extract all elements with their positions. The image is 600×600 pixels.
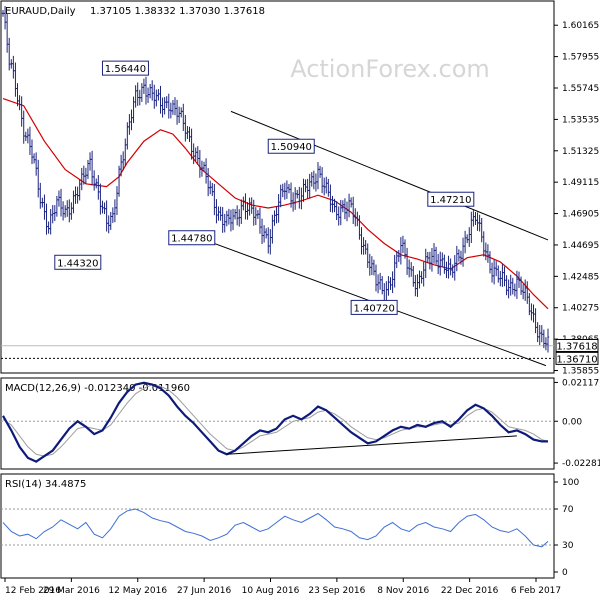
- rsi-plot: 100 70 30 0: [1, 478, 579, 578]
- annotation-box: [350, 299, 398, 315]
- rsi-tick-label: 100: [562, 478, 579, 488]
- price-tick-label: 1.44695: [562, 241, 599, 251]
- watermark: ActionForex.com: [290, 55, 490, 83]
- price-tick-label: 1.51325: [562, 147, 599, 157]
- rsi-title: RSI(14) 34.4875: [5, 479, 86, 490]
- price-tick-label: 1.49115: [562, 178, 599, 188]
- annotation-label: 1.47210: [430, 195, 471, 206]
- annotation-box: [267, 138, 315, 154]
- annotation-box: [427, 191, 475, 207]
- price-tick-label: 1.46905: [562, 210, 599, 220]
- rsi-line: [2, 508, 549, 548]
- price-tags: 1.37618 1.36710: [555, 338, 599, 365]
- price-tick-label: 1.42485: [562, 272, 599, 282]
- macd-signal-line: [2, 384, 549, 457]
- x-tick-label: 29 Mar 2016: [43, 586, 100, 596]
- x-tick-label: 10 Aug 2016: [242, 586, 300, 596]
- price-tick-label: 1.55745: [562, 84, 599, 94]
- annotation-box: [54, 254, 102, 270]
- macd-panel-frame: [0, 377, 555, 470]
- price-axis: 1.60165 1.57955 1.55745 1.53535 1.51325 1.491…: [1, 21, 599, 377]
- price-panel-frame: [0, 0, 555, 374]
- rsi-panel-frame: [0, 473, 555, 579]
- annotation-box: [101, 60, 149, 76]
- price-tag-label: 1.36710: [556, 354, 597, 365]
- price-tick-label: 1.60165: [562, 21, 599, 31]
- rsi-tick-label: 0: [562, 568, 568, 578]
- macd-trendline: [226, 435, 517, 455]
- x-tick-label: 12 May 2016: [108, 586, 167, 596]
- annotations: 1.56440 1.44320 1.44780 1.50940 1.40720 1.472…: [54, 60, 475, 315]
- price-tick-label: 1.35855: [562, 367, 599, 377]
- annotation-label: 1.44780: [171, 234, 212, 245]
- price-tag-box: [555, 351, 599, 365]
- x-tick-label: 8 Nov 2016: [377, 586, 429, 596]
- rsi-tick-label: 30: [562, 541, 574, 551]
- macd-line: [2, 381, 548, 463]
- macd-plot: 0.021171 0.00 -0.022814: [1, 378, 600, 469]
- price-tick-label: 1.40275: [562, 304, 599, 314]
- channel-lines: [185, 110, 549, 367]
- x-tick-label: 27 Jun 2016: [177, 586, 231, 596]
- candles: [1, 6, 550, 353]
- macd-tick-label: -0.022814: [562, 459, 600, 469]
- price-tick-label: 1.57955: [562, 53, 599, 63]
- annotation-label: 1.50940: [271, 142, 312, 153]
- x-tick-label: 6 Feb 2017: [511, 586, 561, 596]
- x-tick-label: 23 Sep 2016: [308, 586, 365, 596]
- channel-line: [185, 232, 547, 367]
- symbol-label: EURAUD,Daily: [5, 6, 76, 17]
- x-tick-label: 22 Dec 2016: [441, 586, 499, 596]
- candle: [546, 328, 550, 353]
- annotation-label: 1.40720: [353, 303, 394, 314]
- rsi-tick-label: 70: [562, 505, 574, 515]
- macd-tick-label: 0.00: [562, 417, 582, 427]
- price-tag-box: [555, 338, 599, 352]
- price-tag-label: 1.37618: [556, 341, 597, 352]
- ohlc-label: 1.37105 1.38332 1.37030 1.37618: [90, 6, 265, 17]
- price-tick-label: 1.53535: [562, 115, 599, 125]
- macd-tick-label: 0.021171: [562, 378, 600, 388]
- channel-line: [230, 110, 549, 241]
- annotation-box: [168, 230, 216, 246]
- annotation-label: 1.44320: [57, 258, 98, 269]
- annotation-label: 1.56440: [105, 64, 146, 75]
- x-tick-label: 12 Feb 2016: [5, 586, 61, 596]
- macd-title: MACD(12,26,9) -0.012340 -0.011960: [5, 383, 190, 394]
